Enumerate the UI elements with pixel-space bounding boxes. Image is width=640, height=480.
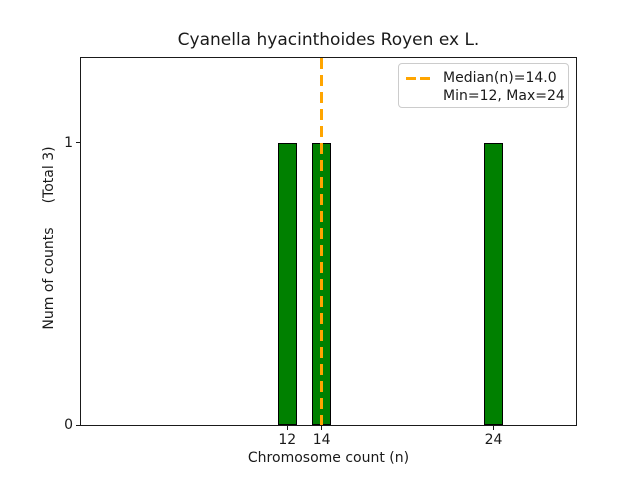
y-axis-label-text: Num of counts: [41, 227, 57, 330]
x-tick-label-14: 14: [312, 432, 331, 448]
legend: Median(n)=14.0 Min=12, Max=24: [398, 63, 569, 108]
legend-entry: Min=12, Max=24: [406, 87, 565, 105]
x-axis-label: Chromosome count (n): [247, 450, 410, 466]
x-tick-mark-24: [493, 426, 494, 430]
plot-area: 12 14 24 0 1: [64, 57, 577, 448]
y-tick-label-0: 0: [64, 417, 73, 433]
chart-title: Cyanella hyacinthoides Royen ex L.: [177, 30, 480, 50]
x-tick-label-12: 12: [278, 432, 297, 448]
median-line: [320, 58, 324, 425]
median-dash-handle-icon: [406, 76, 430, 80]
legend-label: Min=12, Max=24: [443, 88, 565, 104]
y-tick-mark-0: [76, 424, 80, 426]
legend-empty-handle: [406, 95, 430, 98]
y-axis-label: Num of counts (Total 3): [41, 146, 57, 329]
y-tick-mark-1: [76, 142, 80, 144]
legend-label: Median(n)=14.0: [443, 70, 557, 86]
x-tick-label-24: 24: [484, 432, 503, 448]
bar-n-12: [277, 142, 297, 425]
x-tick-mark-12: [286, 426, 288, 430]
bar-n-24: [484, 142, 503, 425]
legend-entry: Median(n)=14.0: [406, 69, 560, 87]
y-axis-total-label: (Total 3): [41, 146, 57, 204]
y-tick-label-1: 1: [64, 134, 73, 151]
x-tick-mark-14: [321, 426, 323, 430]
